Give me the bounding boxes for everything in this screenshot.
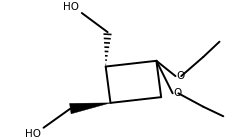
Polygon shape <box>70 103 111 114</box>
Text: HO: HO <box>25 129 41 139</box>
Text: O: O <box>174 88 182 98</box>
Text: O: O <box>176 71 185 81</box>
Text: HO: HO <box>63 2 79 12</box>
